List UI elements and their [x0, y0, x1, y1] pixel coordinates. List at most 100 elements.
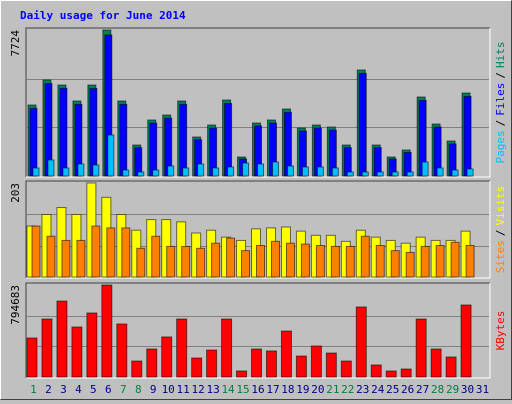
x-tick-label: 15: [236, 383, 249, 396]
y-tick-label: 203: [9, 183, 22, 203]
bar: [41, 318, 53, 378]
bar: [119, 103, 128, 177]
bar: [224, 102, 233, 177]
bar: [92, 164, 100, 177]
legend-entry: KBytes: [494, 311, 507, 351]
bar: [106, 227, 116, 278]
y-tick-label: 794683: [9, 285, 22, 325]
bar: [315, 245, 325, 278]
bar: [301, 166, 309, 177]
bar: [71, 326, 83, 378]
bar: [435, 245, 445, 278]
bar: [415, 318, 427, 378]
bar: [221, 318, 233, 378]
y-tick-label: 7724: [9, 30, 22, 57]
bar: [56, 300, 68, 378]
bar: [358, 72, 367, 177]
legend-entry: Files: [494, 83, 507, 116]
bar: [176, 318, 188, 378]
panel-border: [25, 282, 490, 378]
bar: [325, 352, 337, 378]
x-tick-label: 5: [90, 383, 97, 396]
bar: [285, 242, 295, 278]
x-tick-label: 30: [461, 383, 474, 396]
bar: [236, 370, 248, 378]
bar: [107, 134, 115, 177]
legend: Pages / Files / Hits: [494, 42, 507, 164]
x-tick-label: 8: [135, 383, 142, 396]
bar: [149, 122, 158, 177]
bar: [310, 345, 322, 378]
bar: [211, 242, 221, 278]
bar: [300, 243, 310, 278]
bar: [345, 245, 355, 278]
bar: [280, 330, 292, 378]
x-tick-label: 16: [251, 383, 264, 396]
bar: [430, 348, 442, 378]
bar: [385, 370, 397, 378]
bar: [77, 163, 85, 177]
chart-title: Daily usage for June 2014: [20, 9, 186, 22]
x-tick-label: 22: [341, 383, 354, 396]
bar: [167, 165, 175, 177]
legend-entry: Visits: [494, 186, 507, 226]
bar: [242, 162, 250, 177]
bar: [227, 166, 235, 177]
legend: KBytes: [494, 311, 507, 351]
legend-entry: Sites: [494, 240, 507, 273]
legend-separator: /: [494, 230, 507, 237]
bar: [376, 171, 384, 177]
bar: [390, 250, 400, 278]
legend-entry: Pages: [494, 130, 507, 163]
bar: [181, 245, 191, 278]
bar: [463, 95, 472, 177]
bar: [166, 245, 176, 278]
bar: [355, 306, 367, 378]
bar: [47, 159, 55, 177]
bar: [445, 356, 457, 378]
bar: [405, 251, 415, 278]
bar: [256, 245, 266, 278]
bar: [360, 235, 370, 278]
bar: [420, 245, 430, 278]
x-tick-label: 23: [356, 383, 369, 396]
legend-separator: /: [494, 120, 507, 127]
x-tick-label: 31: [476, 383, 489, 396]
bar: [61, 239, 71, 278]
x-tick-label: 1: [30, 383, 37, 396]
bar: [101, 284, 113, 378]
bar: [436, 167, 444, 177]
bar: [182, 167, 190, 177]
x-tick-label: 9: [150, 383, 157, 396]
bar: [391, 171, 399, 177]
bar: [331, 167, 339, 177]
x-tick-label: 7: [120, 383, 127, 396]
x-tick-label: 2: [45, 383, 52, 396]
bar: [191, 357, 203, 378]
bar: [375, 245, 385, 278]
bar: [400, 368, 412, 378]
bar: [152, 169, 160, 177]
x-tick-label: 29: [446, 383, 459, 396]
x-tick-label: 17: [266, 383, 279, 396]
x-tick-label: 19: [296, 383, 309, 396]
bar: [466, 168, 474, 177]
bar: [270, 240, 280, 278]
panel-border: [26, 28, 491, 178]
bar: [31, 225, 41, 278]
bar: [465, 245, 475, 278]
bar: [91, 225, 101, 278]
x-tick-label: 3: [60, 383, 67, 396]
bar: [121, 227, 131, 278]
bar: [451, 169, 459, 177]
bar: [251, 348, 263, 378]
bar: [421, 161, 429, 177]
x-tick-label: 12: [192, 383, 205, 396]
bar: [257, 163, 265, 177]
bar: [196, 247, 206, 278]
x-tick-label: 4: [75, 383, 82, 396]
bar: [62, 167, 70, 177]
x-tick-label: 14: [221, 383, 235, 396]
x-tick-label: 20: [311, 383, 324, 396]
